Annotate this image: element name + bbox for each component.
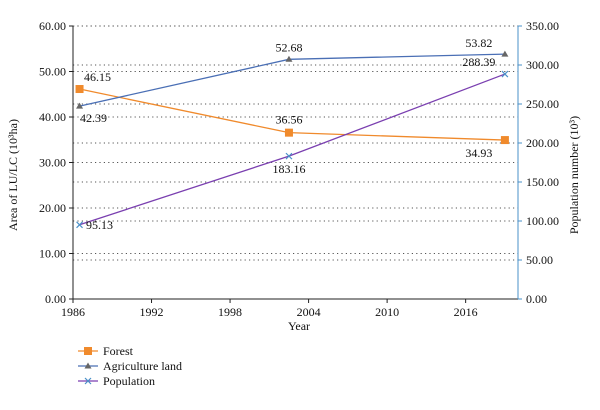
legend-agriculture-land-label: Agriculture land xyxy=(103,359,182,373)
legend-population-marker xyxy=(84,377,92,385)
x-tick-label: 1992 xyxy=(140,305,164,319)
forest-marker xyxy=(500,136,509,145)
population-data-label: 95.13 xyxy=(86,218,113,232)
forest-data-label: 34.93 xyxy=(465,146,492,160)
left-axis-title: Area of LU/LC (10³ha) xyxy=(6,119,20,231)
forest-marker xyxy=(284,128,293,137)
legend-forest-marker xyxy=(84,347,92,355)
agriculture-land-marker xyxy=(285,55,293,62)
right-tick-label: 100.00 xyxy=(526,214,559,228)
x-tick-label: 2004 xyxy=(297,305,321,319)
legend-forest-label: Forest xyxy=(103,344,134,358)
forest-data-label: 36.56 xyxy=(275,113,302,127)
right-tick-label: 0.00 xyxy=(526,292,547,306)
agriculture-land-data-label: 42.39 xyxy=(80,111,107,125)
agriculture-land-marker xyxy=(501,50,509,57)
x-axis-ticks: 1986 1992 1998 2004 2010 2016 xyxy=(61,299,478,319)
forest-marker xyxy=(75,85,84,94)
left-tick-label: 10.00 xyxy=(39,247,66,261)
x-tick-label: 2010 xyxy=(375,305,399,319)
x-tick-label: 1986 xyxy=(61,305,85,319)
x-tick-label: 2016 xyxy=(454,305,478,319)
grid xyxy=(73,25,518,261)
agriculture-land-data-label: 53.82 xyxy=(465,36,492,50)
series-group: 46.15 36.56 34.93 42.39 52.68 53.82 95.13 183.1… xyxy=(75,36,509,232)
agriculture-land-marker xyxy=(76,102,84,109)
x-axis-title: Year xyxy=(288,319,310,333)
left-tick-label: 30.00 xyxy=(39,156,66,170)
right-tick-label: 300.00 xyxy=(526,58,559,72)
population-data-label: 183.16 xyxy=(272,162,305,176)
left-tick-label: 40.00 xyxy=(39,110,66,124)
x-tick-label: 1998 xyxy=(218,305,242,319)
legend-agriculture-land-marker xyxy=(84,362,92,369)
agriculture-land-data-label: 52.68 xyxy=(275,40,302,54)
population-marker xyxy=(501,70,509,78)
right-tick-label: 250.00 xyxy=(526,97,559,111)
left-axis-ticks: 0.00 10.00 20.00 30.00 40.00 50.00 60.00 xyxy=(39,19,73,306)
left-tick-label: 0.00 xyxy=(45,292,66,306)
left-tick-label: 60.00 xyxy=(39,19,66,33)
right-axis-ticks: 0.00 50.00 100.00 150.00 200.00 250.00 300.00 3… xyxy=(518,19,559,306)
right-tick-label: 350.00 xyxy=(526,19,559,33)
left-tick-label: 20.00 xyxy=(39,201,66,215)
right-tick-label: 50.00 xyxy=(526,253,553,267)
forest-data-label: 46.15 xyxy=(84,70,111,84)
population-data-label: 288.39 xyxy=(462,55,495,69)
legend-population-label: Population xyxy=(103,374,155,388)
population-marker xyxy=(285,152,293,160)
population-line xyxy=(79,73,506,226)
right-tick-label: 200.00 xyxy=(526,136,559,150)
left-tick-label: 50.00 xyxy=(39,65,66,79)
right-tick-label: 150.00 xyxy=(526,175,559,189)
right-axis-title: Population number (10³) xyxy=(567,116,581,234)
population-marker xyxy=(76,221,83,229)
